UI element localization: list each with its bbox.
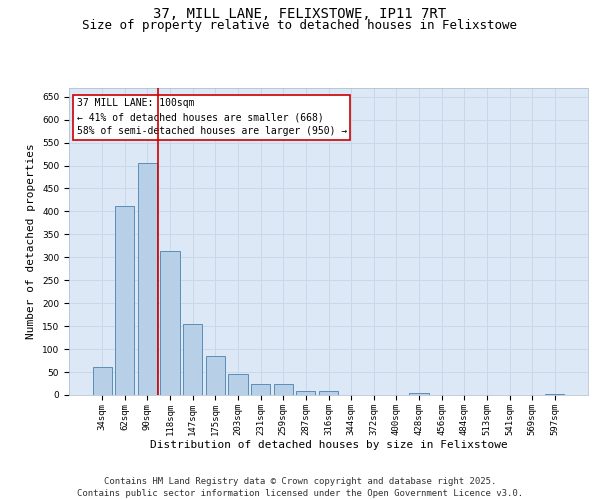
Bar [274,384,293,395]
Y-axis label: Number of detached properties: Number of detached properties [26,144,37,339]
Text: 37 MILL LANE: 100sqm
← 41% of detached houses are smaller (668)
58% of semi-deta: 37 MILL LANE: 100sqm ← 41% of detached h… [77,98,347,136]
Bar [251,384,270,395]
Bar [206,356,225,395]
Bar [92,366,112,395]
Bar [160,252,180,395]
Bar [115,206,134,395]
Bar [183,324,202,395]
Bar [229,374,248,395]
Text: Size of property relative to detached houses in Felixstowe: Size of property relative to detached ho… [83,19,517,32]
Bar [409,392,428,395]
Text: 37, MILL LANE, FELIXSTOWE, IP11 7RT: 37, MILL LANE, FELIXSTOWE, IP11 7RT [154,8,446,22]
Bar [319,392,338,395]
X-axis label: Distribution of detached houses by size in Felixstowe: Distribution of detached houses by size … [149,440,508,450]
Bar [545,394,565,395]
Text: Contains HM Land Registry data © Crown copyright and database right 2025.
Contai: Contains HM Land Registry data © Crown c… [77,476,523,498]
Bar [138,163,157,395]
Bar [296,392,316,395]
